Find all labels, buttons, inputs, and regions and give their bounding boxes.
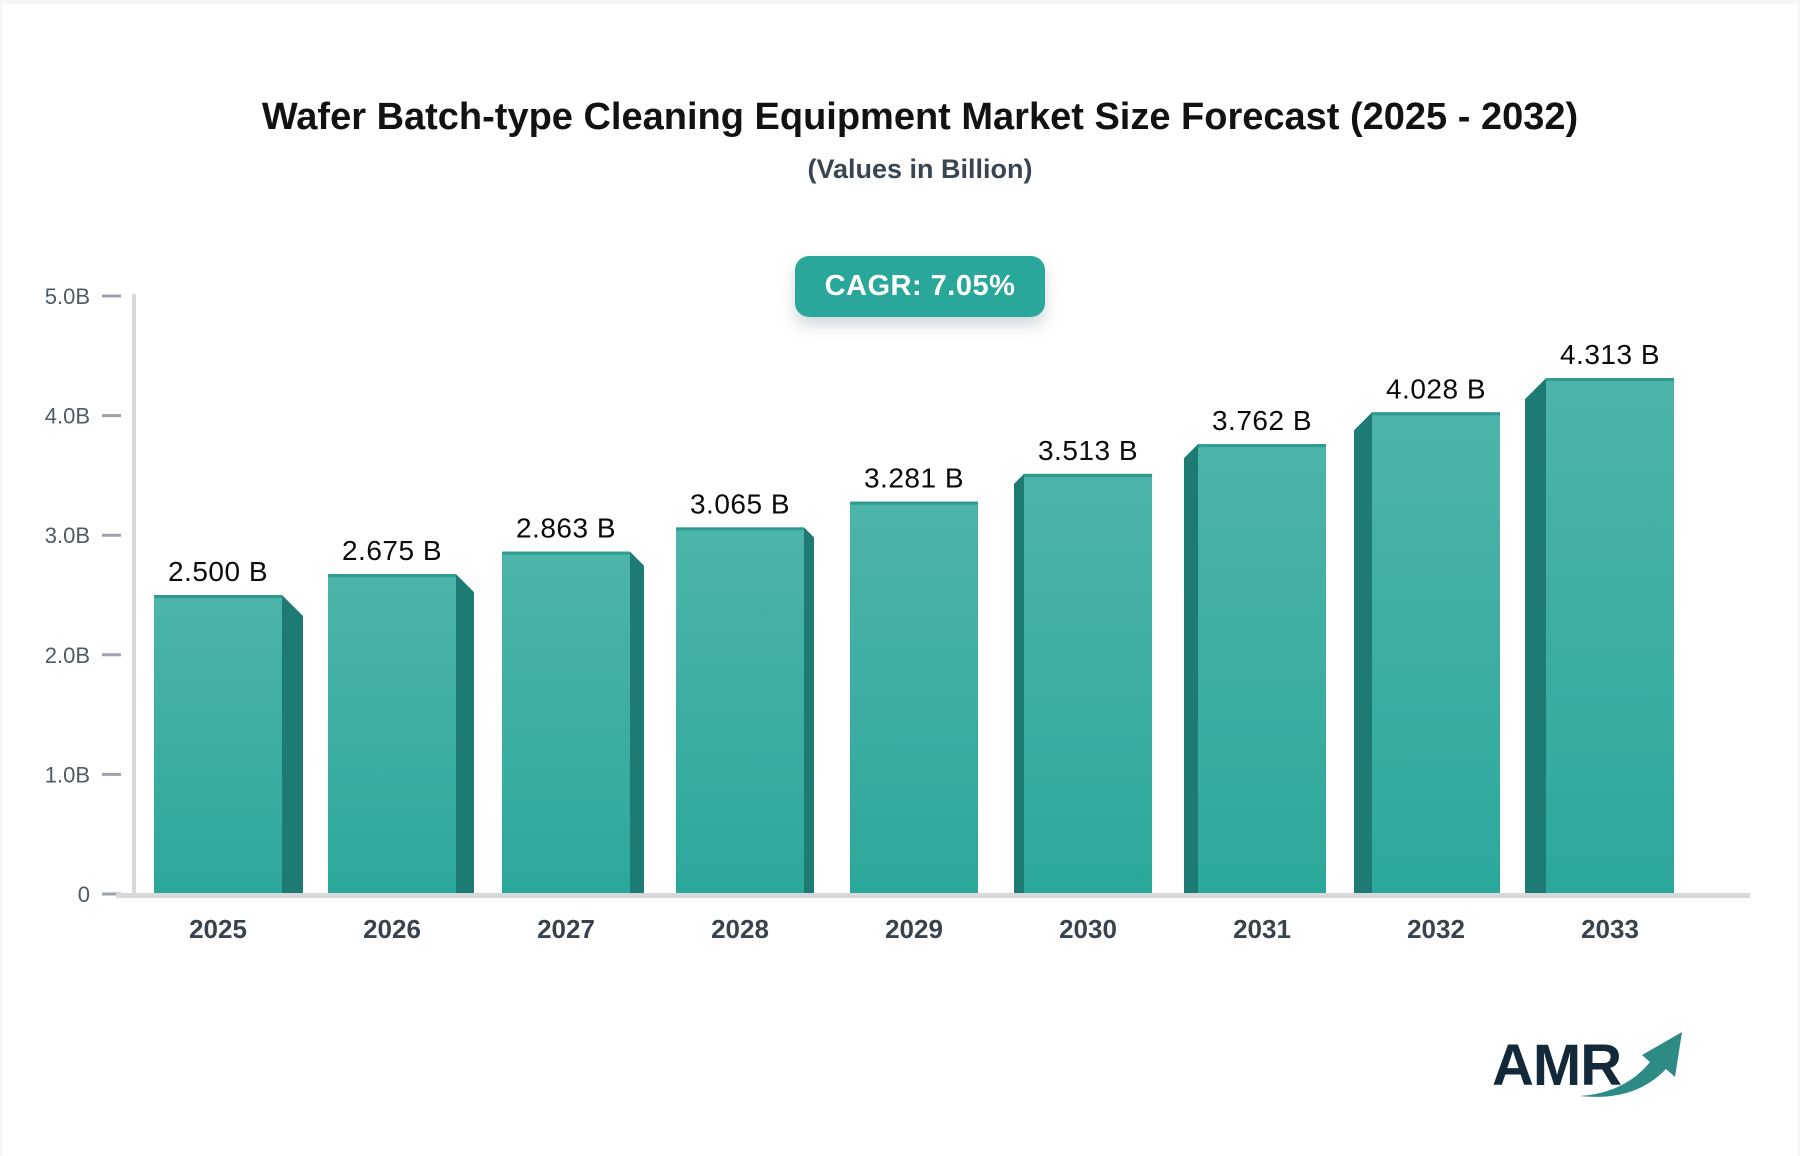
x-tick-label: 2025 xyxy=(189,914,247,944)
bar-value-label: 3.065 B xyxy=(690,488,790,519)
bar-front-face xyxy=(1198,444,1326,895)
y-tick-label: 4.0B xyxy=(45,404,90,429)
bar-front-face xyxy=(1372,412,1500,895)
cagr-badge: CAGR: 7.05% xyxy=(794,256,1046,317)
bar-value-label: 2.863 B xyxy=(516,513,616,544)
amr-logo-text: AMR xyxy=(1492,1033,1622,1098)
bar-side-face xyxy=(630,551,644,895)
y-tick-label: 1.0B xyxy=(45,762,90,787)
bar-group-2026: 2.675 B 2026 xyxy=(328,535,474,944)
x-tick-label: 2031 xyxy=(1233,914,1291,944)
bar-value-label: 3.762 B xyxy=(1212,405,1312,436)
bar-side-face xyxy=(1184,444,1198,895)
x-tick-label: 2033 xyxy=(1581,914,1639,944)
bar-value-label: 4.313 B xyxy=(1560,339,1660,370)
amr-logo: AMR xyxy=(1492,1020,1722,1116)
bar-front-face xyxy=(502,551,630,895)
chart-subtitle: (Values in Billion) xyxy=(807,154,1033,184)
x-tick-label: 2030 xyxy=(1059,914,1117,944)
bar-group-2025: 2.500 B 2025 xyxy=(154,556,303,944)
bar-front-face xyxy=(850,501,978,895)
bar-group-2029: 3.281 B 2029 xyxy=(850,463,978,944)
bar-group-2032: 4.028 B 2032 xyxy=(1354,373,1500,944)
logo-arrow-icon xyxy=(1580,1032,1682,1097)
badge-row: CAGR: 7.05% xyxy=(42,256,1798,317)
bar-group-2030: 3.513 B 2030 xyxy=(1014,435,1152,944)
bar-front-face xyxy=(676,527,804,895)
chart-title: Wafer Batch-type Cleaning Equipment Mark… xyxy=(261,96,1579,138)
y-tick-label: 5.0B xyxy=(45,284,90,309)
bar-value-label: 4.028 B xyxy=(1386,373,1486,404)
bar-front-face xyxy=(1024,473,1152,895)
bar-group-2027: 2.863 B 2027 xyxy=(502,513,644,944)
bar-group-2033: 4.313 B 2033 xyxy=(1525,339,1674,944)
x-tick-label: 2032 xyxy=(1407,914,1465,944)
x-tick-label: 2028 xyxy=(711,914,769,944)
bar-side-face xyxy=(1354,412,1372,895)
bar-side-face xyxy=(804,527,814,895)
y-tick-label: 2.0B xyxy=(45,643,90,668)
bar-value-label: 2.675 B xyxy=(342,535,442,566)
x-tick-label: 2026 xyxy=(363,914,421,944)
bar-value-label: 3.281 B xyxy=(864,463,964,494)
bar-front-face xyxy=(328,574,456,895)
y-tick-label: 0 xyxy=(78,882,90,907)
bar-front-face xyxy=(154,595,282,895)
bar-side-face xyxy=(456,574,474,895)
bar-front-face xyxy=(1546,378,1674,896)
bar-side-face xyxy=(1014,473,1024,895)
bar-value-label: 2.500 B xyxy=(168,556,268,587)
bar-value-label: 3.513 B xyxy=(1038,435,1138,466)
bar-group-2031: 3.762 B 2031 xyxy=(1184,405,1326,944)
x-tick-label: 2029 xyxy=(885,914,943,944)
y-tick-label: 3.0B xyxy=(45,523,90,548)
bar-side-face xyxy=(1525,378,1546,896)
bar-side-face xyxy=(282,595,303,895)
x-tick-label: 2027 xyxy=(537,914,595,944)
bar-group-2028: 3.065 B 2028 xyxy=(676,488,814,944)
